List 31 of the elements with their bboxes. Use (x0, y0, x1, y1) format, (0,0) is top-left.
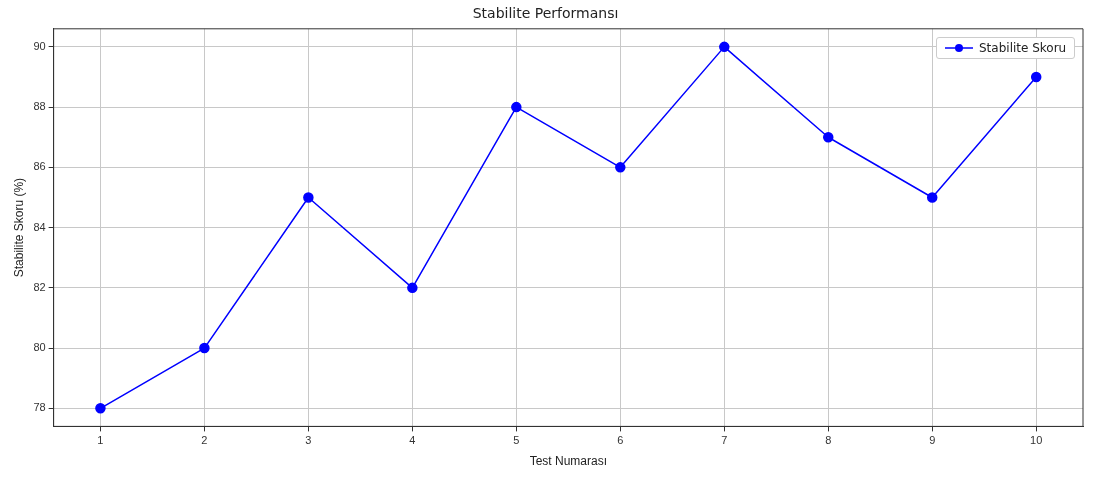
point (719, 41, 730, 53)
y-tick-label: 88 (33, 100, 46, 113)
x-axis-title: Test Numarası (529, 454, 607, 469)
y-axis-title: Stabilite Skoru (%) (11, 177, 26, 278)
point (511, 101, 522, 113)
x-tick-label: 9 (929, 434, 936, 447)
x-tick-label: 4 (409, 434, 416, 447)
y-tick-label: 82 (33, 280, 46, 293)
x-tick-label: 6 (617, 434, 624, 447)
x-tick-label: 2 (201, 434, 208, 447)
point (199, 342, 210, 354)
x-tick-label: 3 (305, 434, 312, 447)
point (615, 162, 626, 173)
y-tick-label: 86 (33, 160, 46, 173)
y-tick-label: 90 (33, 39, 46, 52)
x-tick-label: 1 (97, 434, 104, 447)
x-tick-label: 10 (1030, 434, 1043, 447)
legend-label: Stabilite Skoru (979, 40, 1067, 55)
point (407, 282, 418, 294)
point (823, 131, 834, 143)
point (1030, 71, 1042, 83)
chart-title: Stabilite Performansı (472, 5, 619, 22)
point (926, 192, 938, 203)
x-tick-label: 8 (825, 434, 832, 447)
point (95, 403, 106, 414)
y-tick-label: 80 (33, 341, 46, 354)
x-tick-label: 5 (513, 434, 520, 447)
y-tick-label: 84 (33, 220, 46, 233)
point (303, 192, 314, 203)
y-tick-label: 78 (33, 401, 46, 414)
x-tick-label: 7 (721, 434, 728, 447)
